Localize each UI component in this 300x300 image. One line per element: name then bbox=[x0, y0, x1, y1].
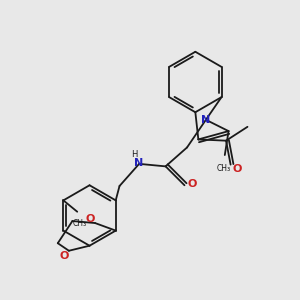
Text: O: O bbox=[60, 251, 69, 261]
Text: CH₃: CH₃ bbox=[72, 219, 86, 228]
Text: O: O bbox=[188, 179, 197, 189]
Text: CH₃: CH₃ bbox=[217, 164, 231, 173]
Text: O: O bbox=[86, 214, 95, 224]
Text: O: O bbox=[233, 164, 242, 174]
Text: N: N bbox=[201, 115, 211, 125]
Text: N: N bbox=[134, 158, 143, 168]
Text: H: H bbox=[131, 150, 138, 159]
